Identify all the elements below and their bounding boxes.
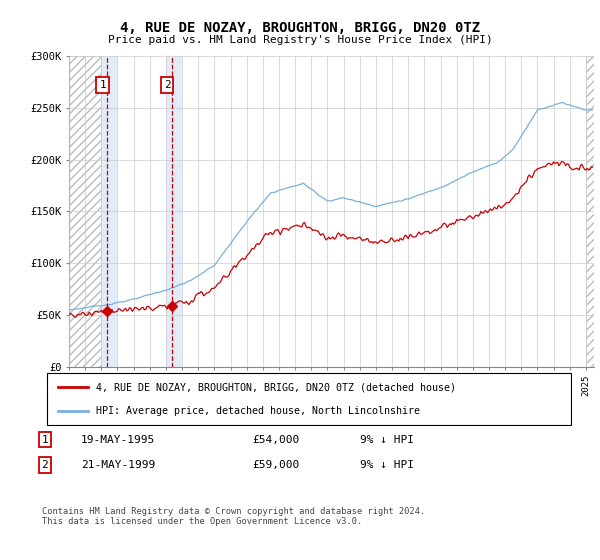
Text: Price paid vs. HM Land Registry's House Price Index (HPI): Price paid vs. HM Land Registry's House … bbox=[107, 35, 493, 45]
FancyBboxPatch shape bbox=[47, 374, 571, 424]
Bar bbox=[69, 56, 101, 367]
Text: 9% ↓ HPI: 9% ↓ HPI bbox=[360, 460, 414, 470]
Text: 9% ↓ HPI: 9% ↓ HPI bbox=[360, 435, 414, 445]
Bar bbox=[101, 56, 118, 367]
Text: 21-MAY-1999: 21-MAY-1999 bbox=[81, 460, 155, 470]
Bar bbox=[586, 56, 594, 367]
Text: 2: 2 bbox=[164, 80, 170, 90]
Text: 4, RUE DE NOZAY, BROUGHTON, BRIGG, DN20 0TZ: 4, RUE DE NOZAY, BROUGHTON, BRIGG, DN20 … bbox=[120, 21, 480, 35]
Text: £59,000: £59,000 bbox=[252, 460, 299, 470]
Text: £54,000: £54,000 bbox=[252, 435, 299, 445]
Text: 1: 1 bbox=[99, 80, 106, 90]
Text: 19-MAY-1995: 19-MAY-1995 bbox=[81, 435, 155, 445]
Text: 2: 2 bbox=[41, 460, 49, 470]
Text: 4, RUE DE NOZAY, BROUGHTON, BRIGG, DN20 0TZ (detached house): 4, RUE DE NOZAY, BROUGHTON, BRIGG, DN20 … bbox=[96, 382, 456, 393]
Text: HPI: Average price, detached house, North Lincolnshire: HPI: Average price, detached house, Nort… bbox=[96, 405, 420, 416]
Text: 1: 1 bbox=[41, 435, 49, 445]
Bar bbox=[166, 56, 182, 367]
Text: Contains HM Land Registry data © Crown copyright and database right 2024.
This d: Contains HM Land Registry data © Crown c… bbox=[42, 507, 425, 526]
